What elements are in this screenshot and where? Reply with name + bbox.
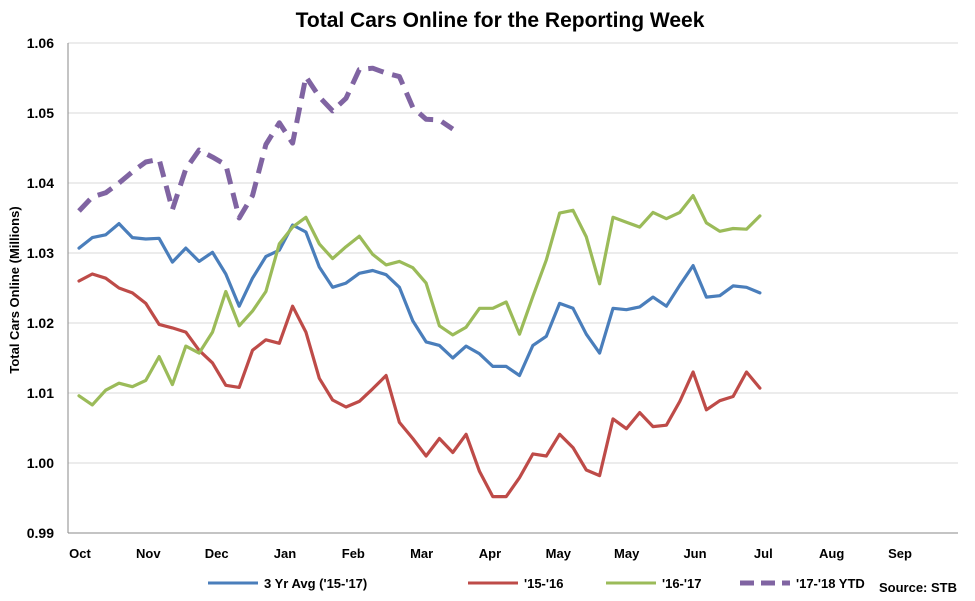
x-tick-label: Oct bbox=[69, 546, 91, 561]
series-line-2 bbox=[77, 194, 762, 407]
legend-label: '17-'18 YTD bbox=[796, 576, 865, 591]
chart-title: Total Cars Online for the Reporting Week bbox=[296, 9, 705, 32]
x-tick-label: Nov bbox=[136, 546, 161, 561]
x-tick-label: Feb bbox=[342, 546, 365, 561]
legend-label: '16-'17 bbox=[662, 576, 701, 591]
y-tick-label: 1.01 bbox=[27, 385, 54, 401]
x-tick-label: Mar bbox=[410, 546, 433, 561]
legend-label: 3 Yr Avg ('15-'17) bbox=[264, 576, 367, 591]
axes bbox=[67, 43, 958, 534]
y-tick-label: 1.02 bbox=[27, 315, 54, 331]
x-tick-label: Dec bbox=[205, 546, 229, 561]
source-label: Source: STB bbox=[879, 580, 957, 595]
x-ticks: Oct Nov Dec Jan Feb Mar Apr May May Jun Jul Aug Sep bbox=[69, 546, 912, 561]
x-tick-label: Jan bbox=[274, 546, 296, 561]
y-ticks: 1.06 1.05 1.04 1.03 1.02 1.01 1.00 0.99 bbox=[27, 35, 54, 541]
y-tick-label: 1.00 bbox=[27, 455, 54, 471]
series-lines bbox=[77, 65, 762, 499]
x-tick-label: Apr bbox=[479, 546, 501, 561]
y-axis-label: Total Cars Online (Millions) bbox=[7, 206, 22, 373]
series-line-1 bbox=[77, 272, 762, 499]
grid bbox=[68, 42, 958, 464]
series-line-3 bbox=[77, 65, 455, 221]
y-tick-label: 1.06 bbox=[27, 35, 54, 51]
x-tick-label: Sep bbox=[888, 546, 912, 561]
x-tick-label: May bbox=[614, 546, 640, 561]
x-tick-label: May bbox=[546, 546, 572, 561]
legend-label: '15-'16 bbox=[524, 576, 563, 591]
x-tick-label: Jun bbox=[683, 546, 706, 561]
y-tick-label: 1.04 bbox=[27, 175, 54, 191]
y-tick-label: 1.03 bbox=[27, 245, 54, 261]
x-tick-label: Aug bbox=[819, 546, 844, 561]
x-tick-label: Jul bbox=[754, 546, 773, 561]
y-tick-label: 0.99 bbox=[27, 525, 54, 541]
series-line-0 bbox=[77, 222, 762, 378]
y-tick-label: 1.05 bbox=[27, 105, 54, 121]
legend: 3 Yr Avg ('15-'17) '15-'16 '16-'17 '17-'18 … bbox=[208, 576, 865, 591]
